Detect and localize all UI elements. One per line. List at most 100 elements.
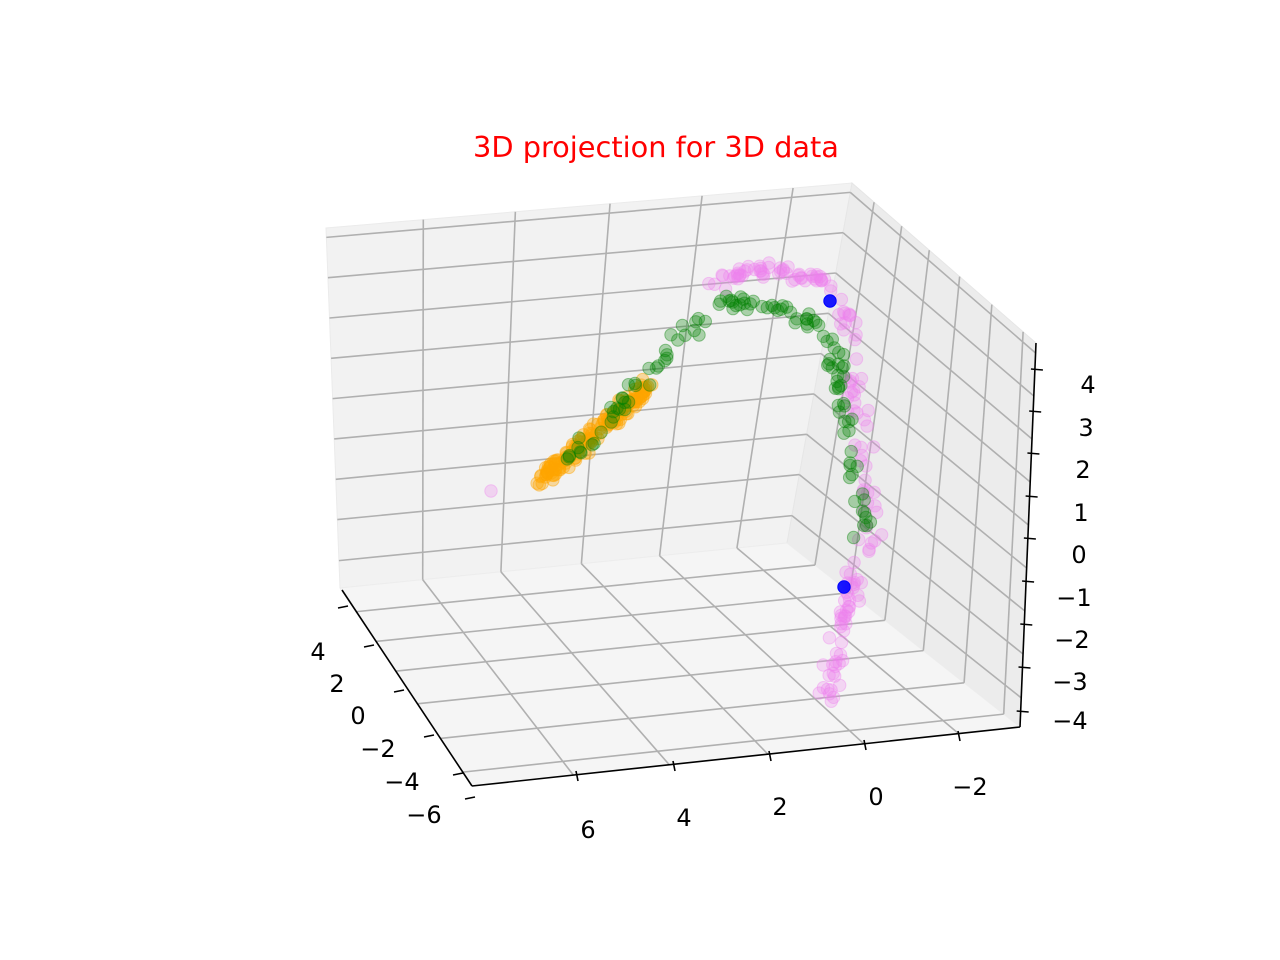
axis-panes [325, 182, 1037, 787]
scatter-point-orange [607, 415, 622, 429]
scatter-point-orange [556, 460, 571, 474]
scatter-point-orange [568, 453, 583, 467]
scatter-point-orange [593, 426, 607, 440]
x-axis-line [341, 589, 473, 787]
scatter-point-violet [867, 485, 881, 499]
scatter-point-orange [603, 413, 617, 428]
scatter-point-green [825, 361, 839, 375]
scatter-point-green [660, 348, 674, 362]
grid-side-x-5 [1002, 331, 1024, 715]
scatter-point-orange [591, 431, 605, 446]
scatter-point-orange [560, 446, 574, 460]
scatter-point-green [832, 405, 847, 419]
scatter-point-violet [838, 370, 853, 385]
x-tick-label: −6 [406, 801, 441, 829]
scatter-point-orange [549, 462, 563, 477]
scatter-point-orange [634, 378, 649, 392]
scatter-point-green [835, 361, 849, 375]
scatter-point-orange [636, 385, 650, 399]
scatter-point-orange [569, 440, 584, 454]
scatter-point-violet [845, 371, 860, 386]
scatter-point-orange [551, 453, 565, 467]
scatter-point-orange [534, 468, 548, 483]
grid-back-y-3 [658, 195, 703, 556]
scatter-point-orange [578, 446, 592, 460]
scatter-point-green [842, 470, 857, 485]
x-tick-0 [337, 605, 349, 609]
scatter-point-violet [849, 352, 864, 366]
scatter-point-orange [538, 470, 553, 484]
scatter-point-violet [843, 567, 858, 581]
scatter-point-orange [563, 450, 577, 464]
scatter-point-orange [619, 394, 634, 408]
scatter-point-green [765, 298, 779, 313]
scatter-point-violet [824, 279, 838, 293]
scatter-point-violet [804, 267, 818, 281]
scatter-point-violet [740, 263, 754, 277]
scatter-point-green [780, 300, 794, 314]
scatter-point-orange [608, 403, 623, 417]
scatter-point-violet [839, 565, 853, 579]
scatter-point-green [572, 431, 586, 445]
x-tick-5 [464, 796, 476, 800]
scatter-point-green [587, 436, 601, 451]
scatter-point-violet [781, 260, 795, 274]
scatter-point-violet [857, 504, 871, 518]
scatter-point-violet [798, 274, 812, 288]
grid-side-z-7 [842, 232, 1035, 397]
scatter-point-green [606, 404, 621, 419]
grid-floor-y-4 [736, 547, 960, 735]
scatter-point-green [827, 341, 841, 355]
scatter-point-violet [857, 413, 872, 427]
scatter-point-violet [716, 269, 730, 283]
scatter-point-orange [535, 476, 549, 491]
scatter-point-violet [753, 259, 767, 273]
chart-title: 3D projection for 3D data [473, 130, 839, 164]
scatter-point-green [722, 294, 736, 308]
grid-side-x-0 [814, 202, 875, 566]
scatter-point-green [618, 402, 632, 417]
scatter-point-green [846, 530, 861, 545]
grid-floor-y-2 [580, 563, 769, 755]
grid-floor-y-3 [659, 555, 865, 745]
grid-lines [326, 187, 1037, 776]
scatter-point-green [841, 415, 856, 429]
grid-back-z-2 [335, 433, 807, 481]
grid-floor-y-0 [422, 579, 575, 776]
scatter-point-violet [851, 588, 865, 602]
scatter-point-violet [754, 261, 768, 276]
scatter-point-violet [844, 385, 858, 399]
scatter-point-orange [582, 446, 596, 460]
scatter-point-violet [826, 666, 840, 681]
scatter-point-green [821, 358, 835, 372]
scatter-point-orange [545, 465, 559, 480]
scatter-point-violet [732, 262, 746, 276]
scatter-point-orange [614, 407, 629, 421]
scatter-point-orange [636, 380, 650, 394]
scatter-point-orange [606, 413, 620, 427]
scatter-point-orange [586, 417, 601, 431]
y-tick-0 [575, 770, 579, 782]
scatter-point-violet [856, 485, 870, 499]
grid-floor-x-2 [395, 619, 885, 672]
scatter-point-orange [625, 395, 639, 410]
scatter-point-orange [636, 391, 650, 406]
scatter-point-orange [595, 417, 609, 432]
z-tick-label: −1 [1056, 584, 1091, 612]
scatter-point-orange [585, 427, 599, 441]
scatter-point-violet [848, 332, 862, 347]
scatter-point-orange [568, 443, 583, 457]
scatter-point-green [606, 410, 620, 424]
scatter-point-violet [774, 264, 788, 279]
scatter-point-violet [824, 694, 838, 708]
scatter-point-green [828, 381, 843, 395]
scatter-point-green [845, 412, 859, 426]
scatter-point-green [816, 329, 831, 343]
scatter-point-orange [634, 385, 649, 400]
x-tick-2 [393, 689, 405, 693]
scatter-point-violet [826, 690, 841, 704]
scatter-point-violet [828, 659, 842, 674]
scatter-point-violet [834, 611, 848, 626]
scatter-point-orange [549, 453, 564, 467]
scatter-point-violet [756, 270, 770, 284]
